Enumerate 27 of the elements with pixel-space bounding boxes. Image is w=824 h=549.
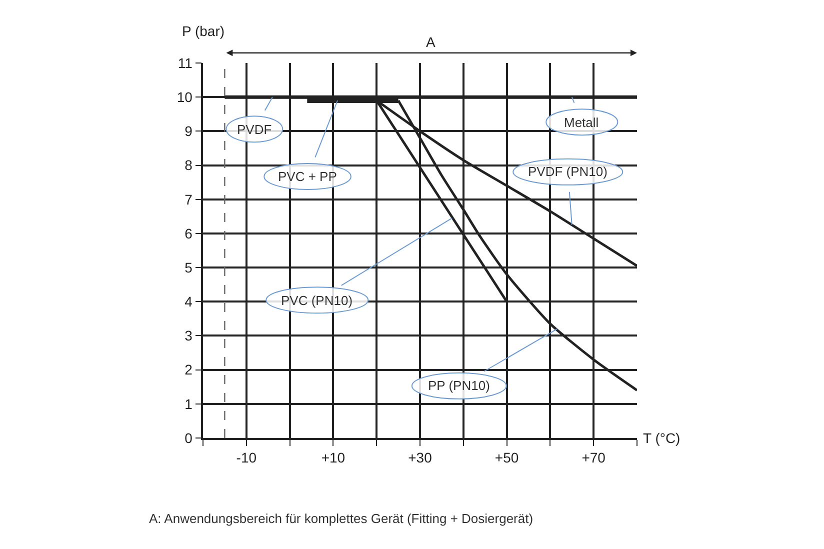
y-tick-label: 0	[184, 430, 193, 446]
x-tick-label: +10	[321, 450, 346, 466]
y-tick-label: 9	[184, 123, 193, 140]
y-tick-label: 11	[178, 54, 193, 71]
y-tick-label: 6	[184, 225, 193, 242]
y-axis-title: P (bar)	[182, 23, 225, 39]
y-tick-label: 4	[184, 294, 193, 310]
x-axis-title: T (°C)	[643, 430, 680, 446]
y-tick-label: 1	[184, 396, 193, 412]
x-tick-label: -10	[236, 450, 257, 466]
x-tick-label: +50	[494, 450, 519, 466]
y-tick-label: 7	[184, 191, 193, 208]
y-tick-label: 10	[176, 88, 193, 105]
text: A	[426, 34, 436, 50]
annotation: PVC + PP	[278, 169, 337, 184]
y-tick-label: 8	[184, 157, 193, 174]
text: A: Anwendungsbereich für komplettes Gerät (Fitting + Dosiergerät)	[149, 511, 534, 526]
y-tick-label: 2	[184, 362, 193, 378]
annotation: PVDF (PN10)	[528, 164, 608, 179]
y-tick-label: 5	[184, 259, 193, 276]
annotation: PVDF	[237, 122, 272, 137]
annotation: PP (PN10)	[428, 378, 490, 393]
x-tick-label: +30	[408, 450, 432, 466]
x-tick-label: +70	[582, 450, 606, 466]
annotation: Metall	[564, 115, 599, 130]
y-tick-label: 3	[184, 328, 193, 344]
annotation: PVC (PN10)	[281, 293, 353, 308]
